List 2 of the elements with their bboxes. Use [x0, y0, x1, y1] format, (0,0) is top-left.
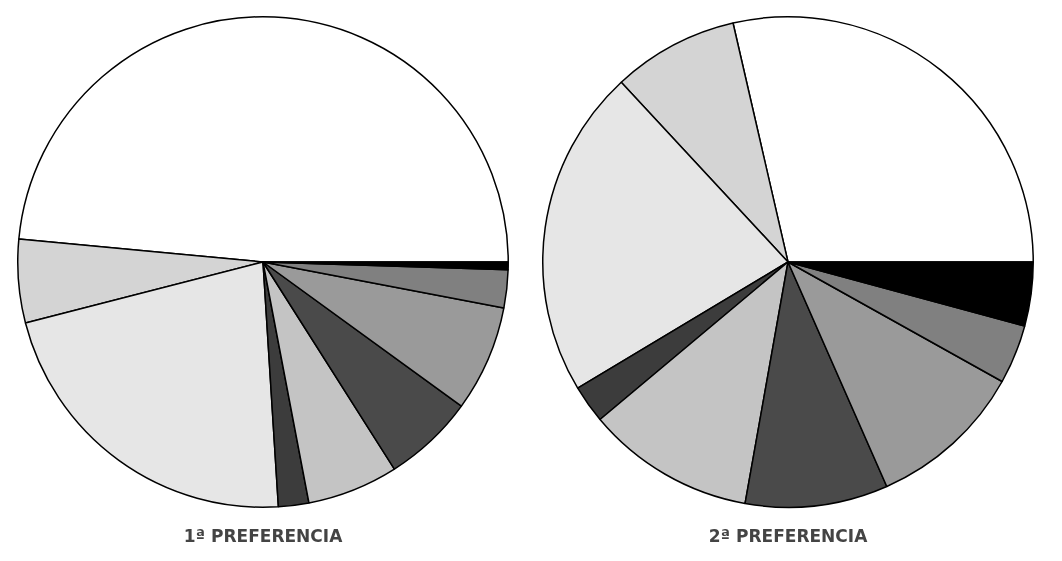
- text: 1ª PREFERENCIA: [183, 525, 344, 546]
- text: 2ª PREFERENCIA: [708, 525, 869, 546]
